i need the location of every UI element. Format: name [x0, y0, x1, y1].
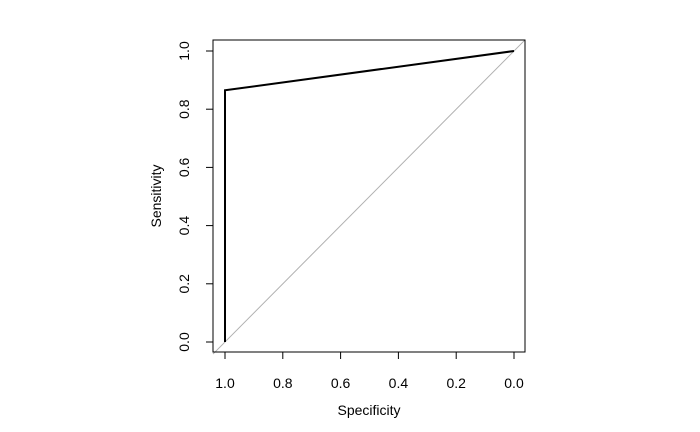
- y-tick-label-5: 1.0: [176, 41, 192, 61]
- y-tick-label-2: 0.4: [176, 216, 192, 236]
- y-tick-label-1: 0.2: [176, 274, 192, 294]
- roc-curve-line-0: [224, 50, 515, 342]
- x-tick-label-5: 0.0: [504, 375, 524, 391]
- x-tick-label-3: 0.4: [389, 375, 409, 391]
- plot-area: [212, 39, 526, 355]
- y-tick-label-3: 0.6: [176, 157, 192, 177]
- x-tick-label-1: 0.8: [273, 375, 293, 391]
- x-axis-title: Specificity: [337, 402, 400, 418]
- y-tick-label-0: 0.0: [176, 332, 192, 352]
- x-tick-label-0: 1.0: [215, 375, 235, 391]
- y-axis-title: Sensitivity: [148, 164, 164, 227]
- x-tick-label-4: 0.2: [446, 375, 466, 391]
- x-tick-label-2: 0.6: [331, 375, 351, 391]
- reference-diagonal-line: [212, 39, 526, 355]
- axes: 1.0 0.8 0.6 0.4 0.2 0.0 0.0 0.2 0.4 0.6 0.8 1.0: [176, 39, 526, 391]
- y-tick-label-4: 0.8: [176, 99, 192, 119]
